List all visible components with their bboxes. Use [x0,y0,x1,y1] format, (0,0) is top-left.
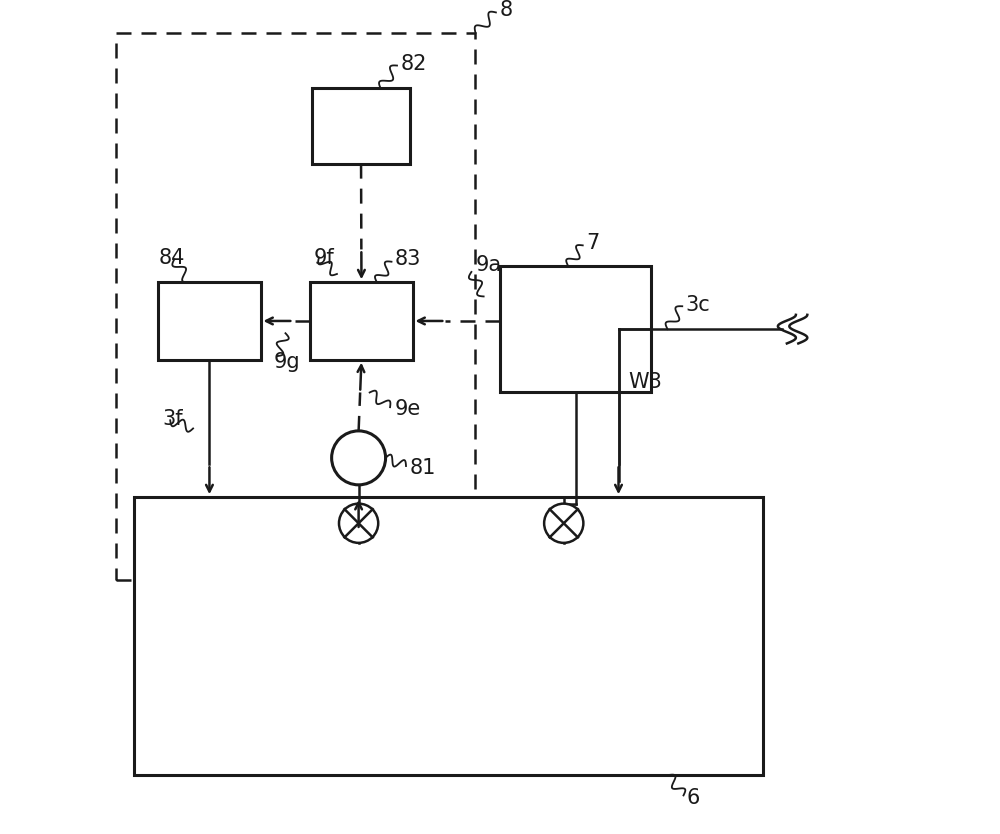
Text: 6: 6 [687,788,700,808]
Text: 81: 81 [410,458,436,478]
Text: 83: 83 [395,249,421,269]
Text: 82: 82 [401,54,427,74]
Text: 9a: 9a [475,255,502,275]
Text: W3: W3 [628,372,662,392]
Bar [500,266,651,393]
Bar [158,282,261,359]
Circle shape [544,504,583,543]
Text: 3c: 3c [686,294,710,314]
Text: 84: 84 [159,248,185,268]
Text: 8: 8 [500,0,513,20]
Bar [310,282,413,359]
Text: 3f: 3f [162,409,183,429]
Circle shape [332,431,386,485]
Circle shape [339,504,378,543]
Bar [134,497,763,775]
Bar [312,88,410,163]
Text: 7: 7 [586,233,599,253]
Text: 9e: 9e [394,399,420,419]
Bar [116,33,475,580]
Text: 9g: 9g [273,352,300,372]
Text: 9f: 9f [314,248,335,268]
